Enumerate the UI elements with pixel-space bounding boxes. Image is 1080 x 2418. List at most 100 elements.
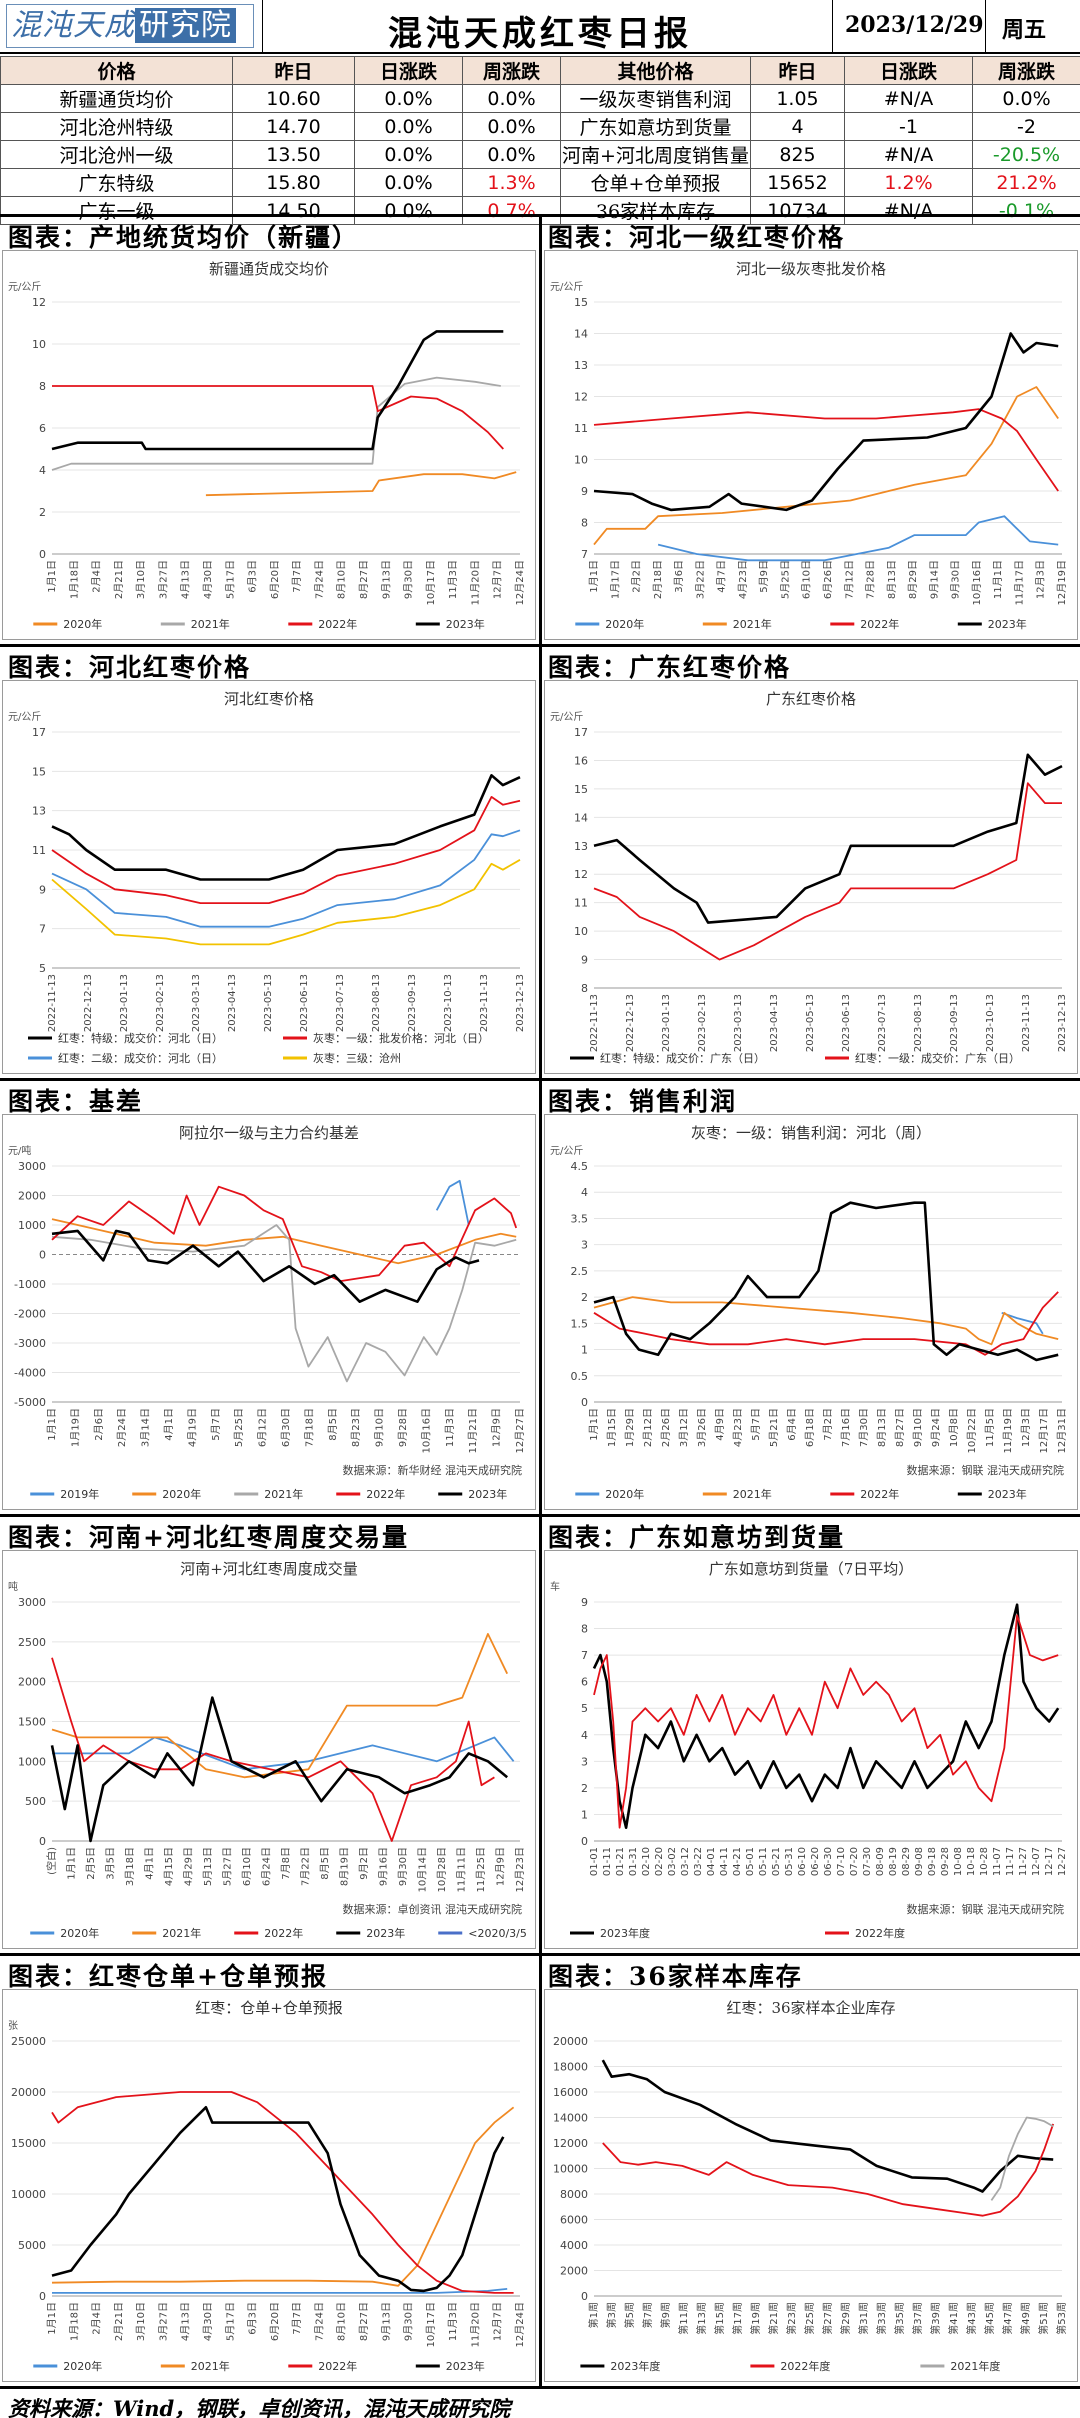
y-tick-label: -4000	[14, 1367, 46, 1380]
x-tick-label: 12月31日	[1056, 1408, 1068, 1453]
x-tick-label: 2023-03-13	[733, 994, 744, 1052]
y-tick-label: 8	[581, 1623, 588, 1636]
price-name: 新疆通货均价	[0, 84, 233, 113]
x-tick-label: 第1周	[587, 2302, 600, 2328]
x-tick-label: 2023-06-13	[841, 994, 852, 1052]
x-tick-label: 1月1日	[46, 1408, 58, 1441]
panel-title-hebei-price: 图表：河北红枣价格	[8, 653, 252, 682]
x-tick-label: 09-18	[927, 1847, 938, 1876]
x-tick-label: 4月29日	[183, 1847, 195, 1886]
chart-frame	[2, 1989, 536, 2382]
x-tick-label: 08-19	[888, 1847, 899, 1876]
x-tick-label: 04-21	[732, 1847, 743, 1876]
series-line	[1001, 1311, 1044, 1335]
x-tick-label: 8月13日	[876, 1408, 888, 1447]
legend-label: 2023年	[446, 617, 485, 631]
series-line	[593, 408, 1059, 492]
chart-title: 广东如意坊到货量（7日平均）	[709, 1560, 914, 1578]
x-tick-label: 2023-03-13	[191, 974, 202, 1032]
x-tick-label: 01-31	[628, 1847, 639, 1876]
x-tick-label: 3月27日	[157, 560, 169, 599]
gridlines	[594, 731, 1062, 989]
x-tick-label: 11月1日	[992, 560, 1004, 599]
x-tick-label: 第47周	[1001, 2302, 1014, 2335]
x-tick-label: 2月5日	[85, 1847, 97, 1880]
x-tick-label: 3月10日	[135, 560, 147, 599]
col-header: 价格	[0, 56, 233, 85]
x-tick-label: 8月19日	[339, 1847, 351, 1886]
gridlines	[594, 1601, 1062, 1842]
gridlines	[52, 731, 520, 969]
x-tick-label: 3月18日	[124, 1847, 136, 1886]
legend-label: <2020/3/5	[468, 1927, 527, 1940]
x-tick-label: 第21周	[767, 2302, 780, 2335]
other-weekly-change: 21.2%	[972, 168, 1080, 197]
y-tick-label: 0	[581, 1396, 588, 1409]
x-tick-label: 2月26日	[660, 1408, 672, 1447]
price-name: 广东特级	[0, 168, 233, 197]
x-tick-label: 4月13日	[180, 560, 192, 599]
legend-label: 2022年度	[855, 1926, 905, 1940]
table-row: 河北沧州特级 14.70 0.0% 0.0% 广东如意坊到货量 4 -1 -2	[0, 112, 1080, 141]
y-tick-label: 2500	[18, 1636, 46, 1649]
series-line	[593, 1291, 1059, 1356]
x-tick-label: 9月2日	[358, 1847, 370, 1880]
x-tick-label: 5月21日	[768, 1408, 780, 1447]
x-tick-label: 11月11日	[456, 1847, 468, 1892]
legend-label: 2021年	[191, 617, 230, 631]
y-tick-label: 3000	[18, 1160, 46, 1173]
x-tick-label: 4月23日	[737, 560, 749, 599]
x-tick-label: 6月18日	[804, 1408, 816, 1447]
source-note: 资料来源：Wind，钢联，卓创资讯，混沌天成研究院	[8, 2396, 511, 2418]
other-price-name: 河南+河北周度销售量	[560, 140, 751, 169]
x-tick-label: 10-28	[979, 1847, 990, 1876]
x-tick-label: 07-10	[836, 1847, 847, 1876]
x-tick-label: 10-08	[953, 1847, 964, 1876]
y-tick-label: 17	[32, 726, 46, 739]
y-tick-label: 1	[581, 1808, 588, 1821]
chart-guangdong-arrivals: 广东如意坊到货量（7日平均） 车 0 1 2 3 4 5 6 7 8 9 01-01 01-11 01-21…	[546, 1552, 1076, 1947]
other-price-name: 仓单+仓单预报	[560, 168, 751, 197]
x-tick-label: (空白)	[45, 1847, 58, 1875]
y-tick-label: 10	[574, 925, 588, 938]
y-tick-label: -3000	[14, 1337, 46, 1350]
chart-title: 河北红枣价格	[224, 690, 314, 708]
x-tick-label: 8月23日	[350, 1408, 362, 1447]
x-tick-label: 2023-01-13	[661, 994, 672, 1052]
y-axis-unit: 车	[550, 1580, 560, 1593]
price-weekly-change: 1.3%	[462, 168, 561, 197]
x-tick-label: 12月24日	[514, 2302, 526, 2347]
chart-svg: 红枣：36家样本企业库存 0 2000 4000 6000 8000 10000 12000 1…	[553, 1999, 1068, 2373]
x-tick-label: 7月2日	[822, 1408, 834, 1441]
y-tick-label: 1.5	[571, 1317, 589, 1330]
series-line	[593, 386, 1059, 546]
chart-frame	[2, 680, 536, 1074]
x-tick-label: 2023-12-13	[1057, 994, 1068, 1052]
x-tick-label: 第15周	[713, 2302, 726, 2335]
legend-label: 2021年	[733, 1487, 772, 1501]
x-tick-label: 3月12日	[678, 1408, 690, 1447]
col-header: 昨日	[232, 56, 355, 85]
x-tick-label: 2023-05-13	[805, 994, 816, 1052]
x-tick-label: 2月6日	[93, 1408, 105, 1441]
x-tick-label: 6月20日	[269, 2302, 281, 2341]
chart-title: 灰枣：一级：销售利润：河北（周）	[691, 1124, 931, 1142]
legend-label: 2020年	[605, 617, 644, 631]
legend-label: 2020年	[162, 1487, 201, 1501]
y-tick-label: 4.5	[571, 1160, 589, 1173]
x-tick-label: 第31周	[857, 2302, 870, 2335]
y-tick-label: 13	[32, 805, 46, 818]
legend-label: 2019年	[60, 1487, 99, 1501]
y-axis-unit: 元/公斤	[550, 1145, 583, 1157]
series-line	[51, 330, 504, 451]
price-weekly-change: 0.0%	[462, 84, 561, 113]
x-tick-label: 11月20日	[469, 2302, 481, 2347]
y-tick-label: 3	[581, 1239, 588, 1252]
x-tick-label: 第41周	[947, 2302, 960, 2335]
x-tick-label: 2022-12-13	[83, 974, 94, 1032]
legend-label: 2021年	[264, 1487, 303, 1501]
price-name: 河北沧州一级	[0, 140, 233, 169]
x-tick-label: 3月22日	[694, 560, 706, 599]
x-tick-label: 5月7日	[210, 1408, 222, 1441]
